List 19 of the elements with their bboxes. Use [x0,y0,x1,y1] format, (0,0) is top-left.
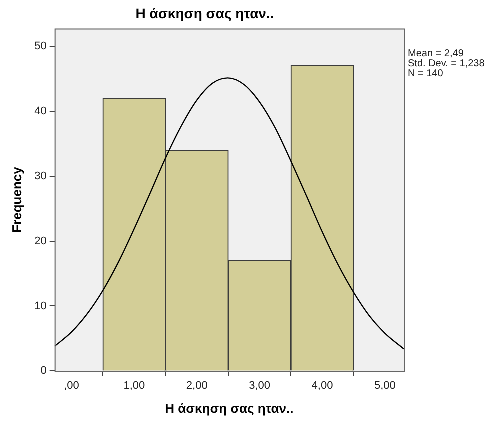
x-axis-title: Η άσκηση σας ηταν.. [165,400,294,416]
text: Mean = 2,49 [408,48,464,60]
y-tick-label: 20 [34,235,47,248]
y-tick-label: 50 [34,40,47,52]
y-tick-label: 10 [34,300,47,312]
x-tick-label: 5,00 [374,380,396,392]
y-tick-label: 0 [40,365,47,378]
text: Std. Dev. = 1,238 [408,58,486,70]
x-tick-label: 3,00 [249,380,271,392]
x-tick-label: 2,00 [186,380,208,392]
x-tick-label: ,00 [64,380,80,392]
line-series [54,78,404,350]
y-tick-label: 30 [34,170,47,182]
y-tick-label: 40 [34,105,47,118]
x-tick-label: 1,00 [124,380,146,392]
y-axis-title: Frequency [9,166,24,233]
x-tick-label: 4,00 [312,380,334,392]
text: N = 140 [408,68,444,80]
chart-title: Η άσκηση σας ηταν.. [136,5,274,22]
